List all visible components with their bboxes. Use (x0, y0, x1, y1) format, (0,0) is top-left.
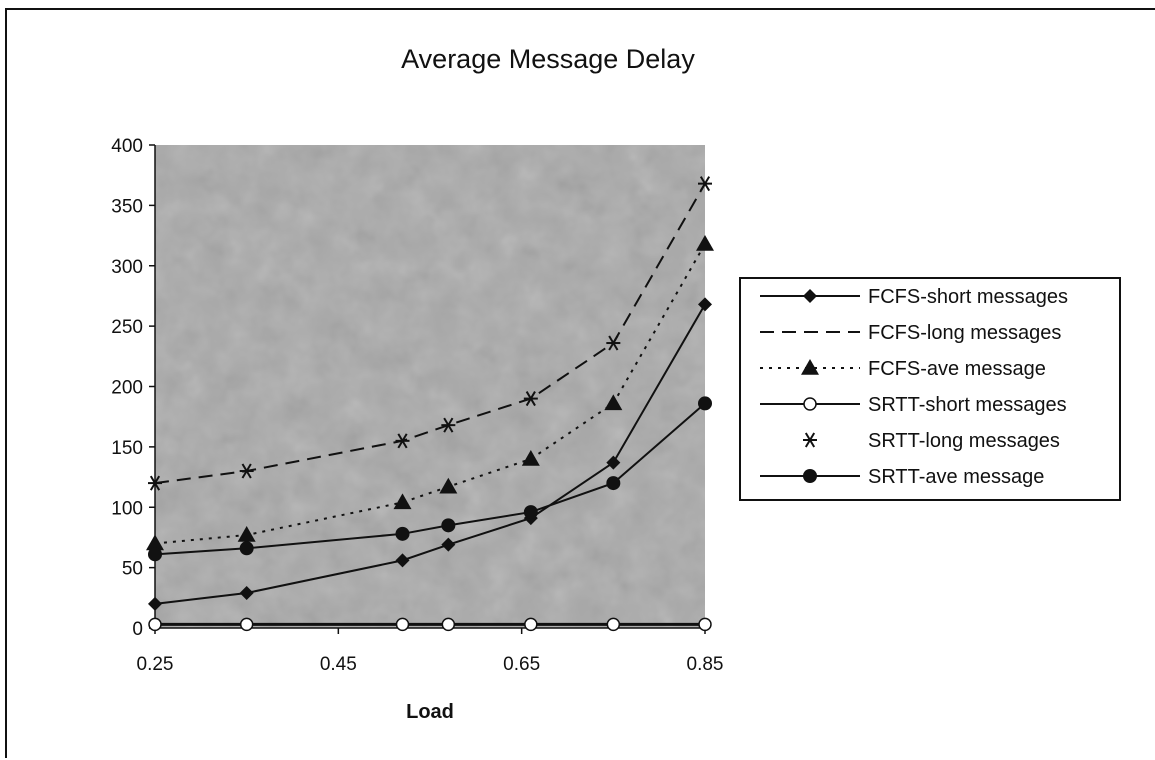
data-point (441, 518, 456, 533)
series-layer (146, 176, 714, 632)
data-point (523, 391, 538, 407)
legend-box (739, 277, 1121, 501)
data-point (606, 617, 621, 632)
chart-title: Average Message Delay (401, 44, 695, 74)
data-point (521, 449, 540, 466)
legend-item: FCFS-long messages (760, 322, 1061, 344)
data-point (441, 417, 456, 433)
data-point (604, 394, 623, 411)
legend-marker (803, 432, 817, 448)
legend-label: SRTT-short messages (868, 394, 1067, 416)
data-point (393, 493, 412, 510)
legend-label: SRTT-long messages (868, 430, 1060, 452)
data-point (441, 537, 456, 552)
y-tick-label: 0 (132, 619, 143, 640)
data-point (441, 617, 456, 632)
legend-label: FCFS-ave message (868, 358, 1046, 380)
data-point (698, 176, 712, 192)
legend-label: FCFS-short messages (868, 286, 1068, 308)
data-point (146, 534, 164, 551)
data-point (148, 547, 162, 562)
y-tick-label: 200 (111, 378, 143, 399)
legend-label: SRTT-ave message (868, 466, 1044, 488)
y-tick-label: 400 (111, 136, 143, 157)
legend-marker (803, 289, 817, 303)
x-tick-label: 0.85 (687, 654, 724, 675)
y-tick-label: 350 (111, 196, 143, 217)
series-3 (148, 617, 712, 632)
data-point (606, 476, 621, 491)
data-point (698, 396, 712, 411)
data-point (606, 455, 621, 470)
legend-marker (803, 469, 817, 483)
legend-marker (803, 397, 817, 411)
legend-item: SRTT-long messages (803, 430, 1060, 452)
x-axis: 0.25 0.45 0.65 0.85 (137, 628, 724, 675)
data-point (698, 297, 712, 312)
legend: FCFS-short messages FCFS-long messages FCF… (739, 277, 1121, 501)
x-tick-label: 0.25 (137, 654, 174, 675)
data-point (698, 617, 712, 632)
data-point (148, 596, 162, 611)
data-point (239, 617, 254, 632)
legend-item: SRTT-short messages (760, 394, 1067, 416)
data-point (239, 541, 254, 556)
x-tick-label: 0.45 (320, 654, 357, 675)
y-axis: 0 50 100 150 200 250 300 350 400 (111, 136, 155, 640)
x-tick-label: 0.65 (503, 654, 540, 675)
data-point (696, 235, 714, 251)
series-2 (146, 235, 714, 551)
data-point (237, 526, 256, 542)
data-point (148, 475, 162, 491)
y-tick-label: 300 (111, 257, 143, 278)
data-point (439, 477, 458, 494)
x-axis-label: Load (406, 701, 454, 723)
data-point (395, 526, 410, 541)
legend-marker (801, 359, 819, 375)
legend-item: SRTT-ave message (760, 466, 1044, 488)
data-point (395, 553, 410, 568)
data-point (239, 585, 254, 600)
data-point (395, 617, 410, 632)
legend-label: FCFS-long messages (868, 322, 1061, 344)
data-point (523, 505, 538, 520)
data-point (239, 463, 254, 479)
series-5 (148, 396, 712, 562)
legend-item: FCFS-ave message (760, 358, 1046, 380)
y-tick-label: 50 (122, 559, 143, 580)
legend-item: FCFS-short messages (760, 286, 1068, 308)
chart-frame (5, 8, 1155, 758)
y-tick-label: 100 (111, 498, 143, 519)
data-point (148, 617, 162, 632)
y-tick-label: 150 (111, 438, 143, 459)
series-4 (148, 176, 712, 491)
data-point (395, 433, 410, 449)
data-point (524, 617, 538, 632)
data-point (606, 335, 621, 351)
y-tick-label: 250 (111, 317, 143, 338)
